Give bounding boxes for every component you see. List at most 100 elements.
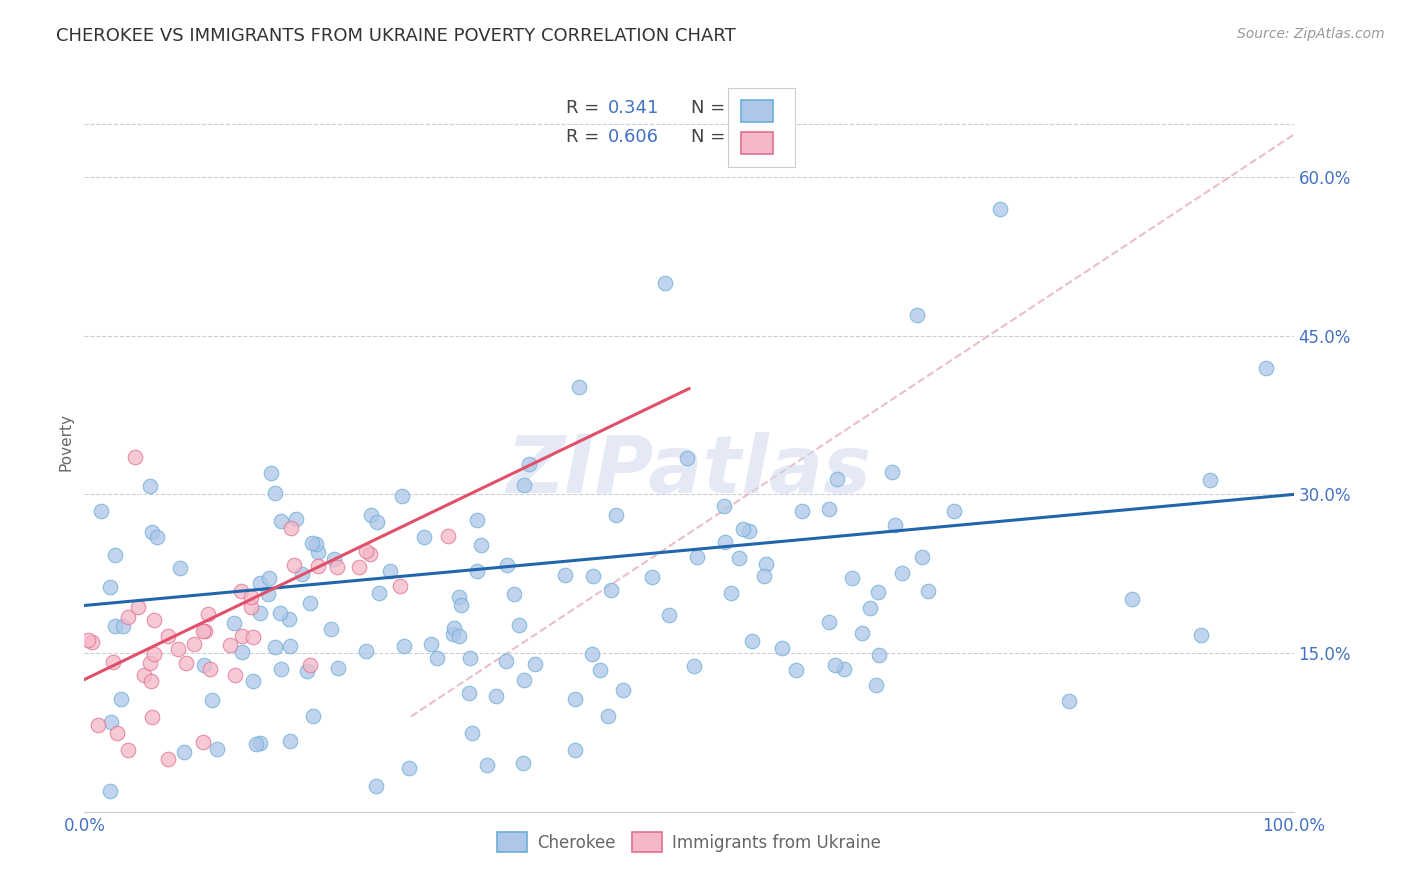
Point bbox=[173, 745, 195, 759]
Point bbox=[146, 530, 169, 544]
Point bbox=[818, 615, 841, 630]
Point bbox=[260, 467, 283, 481]
Point bbox=[882, 465, 904, 479]
Point bbox=[283, 558, 305, 573]
Point bbox=[513, 477, 536, 491]
Point bbox=[770, 641, 793, 656]
Point bbox=[193, 735, 215, 749]
Point bbox=[581, 647, 603, 661]
Point bbox=[141, 709, 163, 723]
Point bbox=[728, 551, 751, 566]
Point bbox=[741, 634, 763, 648]
Point bbox=[356, 544, 378, 558]
Point bbox=[654, 276, 676, 290]
Point bbox=[143, 647, 166, 661]
Point bbox=[589, 664, 612, 678]
Point bbox=[98, 580, 121, 594]
Point bbox=[1057, 694, 1080, 708]
Point bbox=[207, 742, 229, 756]
Point bbox=[249, 606, 271, 620]
Point bbox=[245, 737, 267, 751]
Point bbox=[475, 757, 498, 772]
Point bbox=[87, 718, 110, 732]
Point bbox=[825, 472, 848, 486]
Point bbox=[503, 587, 526, 601]
Point bbox=[305, 537, 328, 551]
Point bbox=[302, 708, 325, 723]
Text: 0.606: 0.606 bbox=[607, 128, 659, 145]
Point bbox=[354, 644, 377, 658]
Point bbox=[101, 655, 124, 669]
Point bbox=[517, 458, 540, 472]
Point bbox=[391, 489, 413, 503]
Point bbox=[256, 586, 278, 600]
Point bbox=[141, 524, 163, 539]
Point bbox=[752, 569, 775, 583]
Point bbox=[240, 590, 263, 604]
Point bbox=[231, 583, 253, 598]
Point bbox=[124, 450, 146, 465]
Point bbox=[686, 549, 709, 564]
Point bbox=[1254, 360, 1277, 375]
Point bbox=[378, 564, 401, 578]
Point bbox=[319, 622, 342, 636]
Text: N =: N = bbox=[692, 99, 731, 117]
Point bbox=[605, 508, 627, 522]
Point bbox=[299, 596, 322, 610]
Point bbox=[278, 734, 301, 748]
Point bbox=[676, 450, 699, 465]
Point bbox=[943, 504, 966, 518]
Point bbox=[249, 736, 271, 750]
Point bbox=[1189, 628, 1212, 642]
Point bbox=[841, 571, 863, 585]
Point bbox=[731, 522, 754, 536]
Point bbox=[224, 668, 246, 682]
Point bbox=[197, 607, 219, 621]
Point bbox=[156, 752, 179, 766]
Point bbox=[785, 663, 807, 677]
Text: R =: R = bbox=[565, 128, 605, 145]
Point bbox=[105, 726, 128, 740]
Point bbox=[714, 535, 737, 549]
Point bbox=[323, 552, 346, 566]
Point bbox=[284, 512, 307, 526]
Point bbox=[291, 567, 314, 582]
Point bbox=[713, 500, 735, 514]
Text: 132: 132 bbox=[728, 99, 763, 117]
Point bbox=[169, 561, 191, 575]
Point bbox=[865, 677, 887, 691]
Point bbox=[596, 709, 619, 723]
Point bbox=[359, 547, 381, 561]
Point bbox=[641, 570, 664, 584]
Point bbox=[441, 627, 464, 641]
Point bbox=[242, 630, 264, 644]
Point bbox=[139, 656, 162, 670]
Point bbox=[270, 515, 292, 529]
Point bbox=[447, 630, 470, 644]
Text: ZIPatlas: ZIPatlas bbox=[506, 432, 872, 510]
Point bbox=[392, 639, 415, 653]
Text: R =: R = bbox=[565, 99, 605, 117]
Point bbox=[257, 571, 280, 585]
Point bbox=[278, 612, 301, 626]
Point bbox=[564, 691, 586, 706]
Point bbox=[720, 586, 742, 600]
Point bbox=[443, 621, 465, 635]
Point bbox=[905, 308, 928, 322]
Point bbox=[582, 568, 605, 582]
Point bbox=[156, 630, 179, 644]
Point bbox=[295, 664, 318, 678]
Point bbox=[495, 558, 517, 572]
Point bbox=[460, 651, 482, 665]
Point bbox=[465, 513, 488, 527]
Point bbox=[193, 624, 215, 639]
Point bbox=[143, 613, 166, 627]
Point bbox=[508, 618, 530, 632]
Point bbox=[110, 691, 132, 706]
Point bbox=[193, 657, 215, 672]
Point bbox=[523, 657, 546, 671]
Point bbox=[104, 619, 127, 633]
Text: 0.341: 0.341 bbox=[607, 99, 659, 117]
Point bbox=[326, 560, 349, 574]
Legend: Cherokee, Immigrants from Ukraine: Cherokee, Immigrants from Ukraine bbox=[491, 825, 887, 859]
